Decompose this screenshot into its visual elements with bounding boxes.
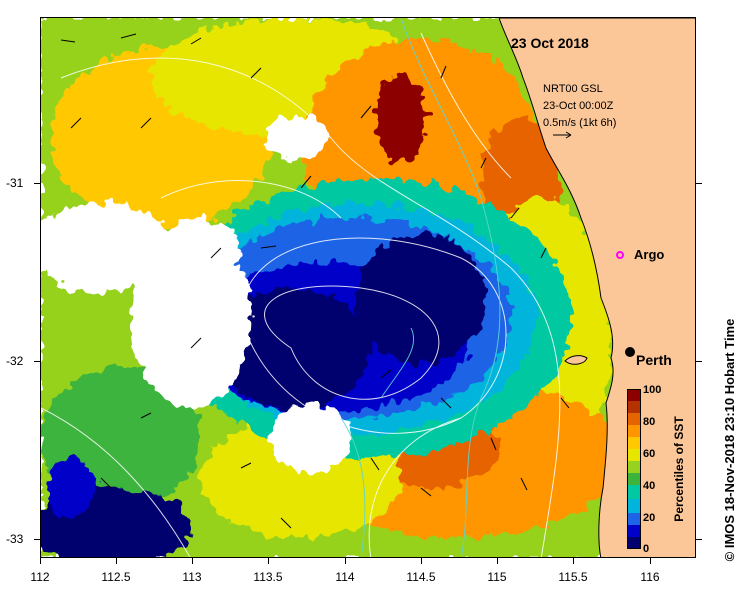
x-tick-label: 116 — [640, 570, 660, 584]
y-tick-label: -33 — [6, 532, 24, 546]
land-mass — [498, 18, 695, 557]
x-tick-label: 114.5 — [406, 570, 436, 584]
perth-label: Perth — [636, 352, 672, 368]
cloud-mask — [271, 403, 351, 473]
x-tick-label: 113 — [182, 570, 202, 584]
x-tick-label: 115.5 — [558, 570, 588, 584]
colorbar-label: 100 — [643, 384, 662, 396]
colorbar-label: 80 — [643, 416, 656, 428]
colorbar-label: 60 — [643, 448, 656, 460]
x-tick-label: 112 — [30, 570, 50, 584]
rottnest-island — [564, 355, 588, 365]
x-tick-label: 113.5 — [253, 570, 283, 584]
sea-level-contours-cyan — [340, 18, 501, 557]
argo-label: Argo — [634, 247, 665, 262]
x-tick-label: 115 — [487, 570, 507, 584]
x-tick-label: 112.5 — [101, 570, 131, 584]
y-tick-label: -31 — [6, 176, 24, 190]
sst-map-canvas — [41, 18, 695, 557]
sst-patch — [356, 233, 486, 363]
scale-arrow-head — [565, 131, 572, 139]
sst-patch — [46, 458, 96, 518]
perth-marker — [625, 347, 635, 357]
y-tick-label: -32 — [6, 354, 24, 368]
product-time-label: 23-Oct 00:00Z — [543, 100, 614, 112]
cloud-mask — [41, 203, 171, 293]
cloud-mask — [266, 116, 326, 160]
colorbar-title: Percentiles of SST — [672, 416, 686, 522]
product-label: NRT00 GSL — [543, 83, 603, 95]
date-label: 23 Oct 2018 — [511, 35, 589, 51]
sst-map — [40, 17, 696, 558]
cloud-mask — [161, 218, 241, 278]
colorbar-label: 20 — [643, 512, 656, 524]
argo-marker — [616, 251, 624, 259]
vector-scale-label: 0.5m/s (1kt 6h) — [543, 117, 617, 129]
colorbar-label: 40 — [643, 480, 656, 492]
sst-colorbar — [627, 389, 641, 549]
credit-label: © IMOS 18-Nov-2018 23:10 Hobart Time — [722, 318, 737, 562]
sea-level-contours — [41, 32, 561, 557]
sst-patch — [376, 73, 426, 163]
x-tick-label: 114 — [335, 570, 355, 584]
current-vectors — [60, 33, 570, 529]
colorbar-label: 0 — [643, 543, 650, 555]
